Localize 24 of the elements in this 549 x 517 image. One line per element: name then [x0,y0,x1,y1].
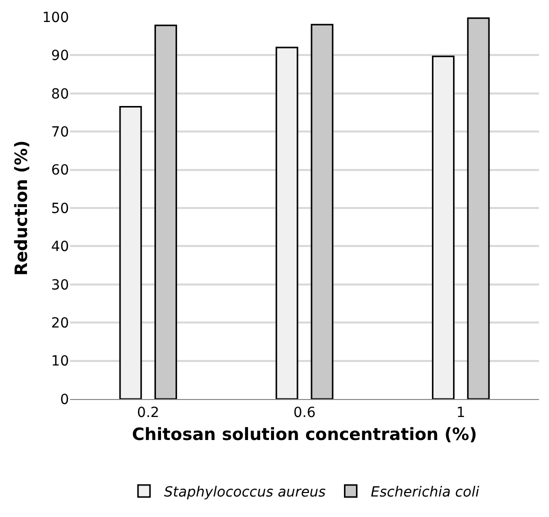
y-tick-label: 50 [51,200,69,217]
y-tick-label: 80 [51,86,69,102]
y-tick-label: 10 [51,354,69,370]
bar [276,46,298,399]
bar [467,17,490,399]
x-tick-label: 1 [456,404,466,421]
x-axis-title: Chitosan solution concentration (%) [132,425,477,446]
y-tick-label: 70 [51,124,69,140]
y-tick-label: 0 [60,392,69,408]
bar [432,56,455,399]
y-tick-label: 100 [42,10,69,26]
bar [154,24,178,399]
y-tick-label: 90 [51,48,69,64]
y-tick-label: 60 [51,162,69,179]
y-tick-label: 40 [51,239,69,256]
legend-label: Escherichia coli [370,484,480,500]
bar [310,24,334,399]
x-tick-label: 0.6 [293,404,316,421]
y-axis-title: Reduction (%) [12,140,32,276]
y-tick-label: 30 [51,277,69,294]
x-tick-label: 0.2 [137,404,160,421]
legend-label: Staphylococcus aureus [164,484,326,500]
y-tick-label: 20 [51,316,69,332]
bar [119,106,142,399]
